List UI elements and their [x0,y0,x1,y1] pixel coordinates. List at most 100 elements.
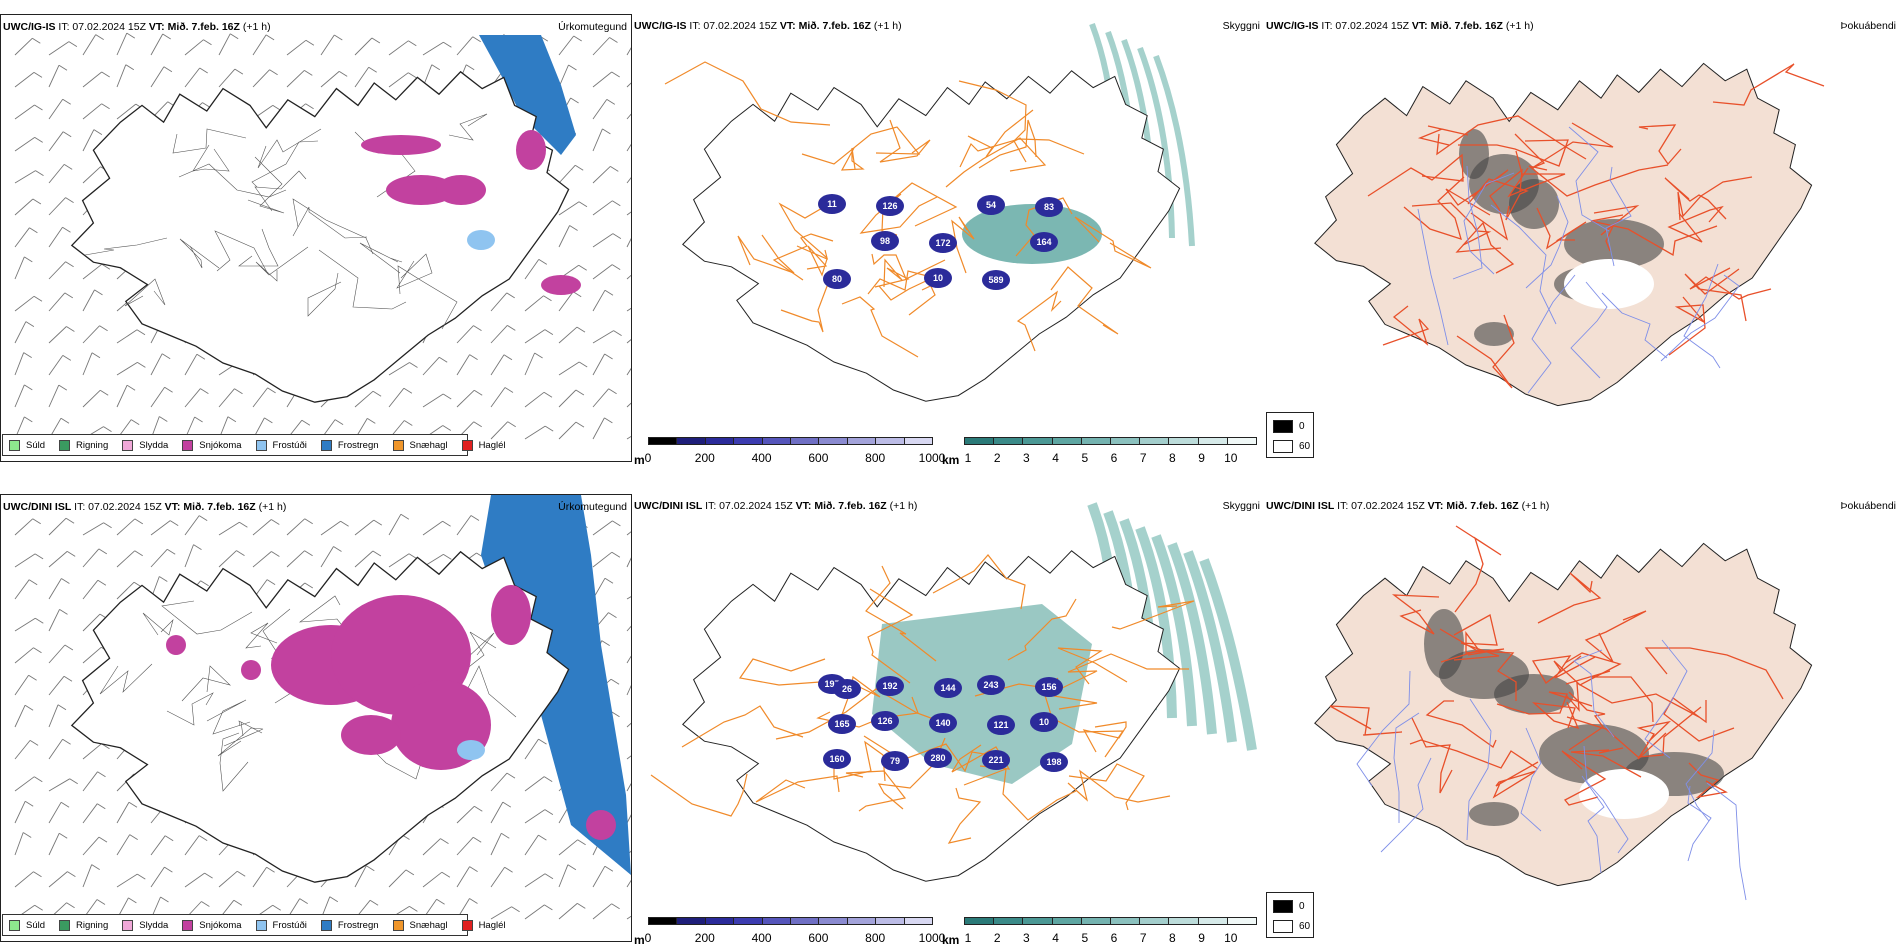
colorbar-segment [846,917,877,925]
wind-barb [150,866,173,888]
road-line [1403,176,1465,240]
wind-barb [48,778,78,792]
map-header: UWC/IG-IS IT: 07.02.2024 15Z VT: Mið. 7.… [634,20,902,32]
river-line [1525,195,1569,289]
panel-title: Úrkomutegund [558,21,627,33]
road-line [214,230,269,275]
legend-swatch [122,919,134,931]
colorbar-segment [733,917,763,925]
cloud-ceiling-area [977,195,1005,215]
colorbar-segment [964,437,995,445]
colorbar-tick-label: 9 [1198,931,1205,945]
cloud-ceiling-area [881,751,909,771]
wind-barb [48,355,72,376]
wind-barb [456,515,480,536]
wind-barb [626,211,631,216]
colorbar-segment [733,437,763,445]
cloud-ceiling-area [1035,677,1063,697]
glacier-area [1579,769,1669,819]
ceiling-value-label: 26 [842,684,852,694]
ceiling-colorbar: m 0 200 400 600 800 1000 [634,437,945,469]
river-line [1520,727,1542,832]
wind-barb [82,103,110,120]
legend-swatch [392,439,404,451]
road-line [397,265,458,330]
wind-barb [592,330,622,344]
colorbar-tick-label: 400 [751,451,772,465]
fog-blob [1539,724,1649,784]
road-line [179,238,220,269]
road-line [1565,681,1700,718]
road-line [879,119,931,163]
wind-barb [592,166,619,184]
wind-barb [184,544,202,568]
ceiling-value-label: 11 [827,199,837,209]
road-line [1664,177,1727,220]
colorbar-segment [1197,917,1228,925]
wind-barb [14,647,42,664]
colorbar-segment [1110,437,1141,445]
wind-barb [626,402,631,408]
wind-barb [524,425,554,440]
wind-barb [48,738,71,760]
road-line [1644,647,1784,700]
colorbar-tick-label: 8 [1169,931,1176,945]
wind-barb [456,866,478,888]
wind-barb [490,906,520,920]
wind-barb [48,98,71,120]
wind-barb [320,546,342,568]
wind-barb [14,553,44,568]
low-visibility-band [1167,542,1217,735]
wind-barb [82,325,108,344]
wind-barb [150,33,171,56]
wind-barb [524,834,547,856]
visibility-map-dini: 197 126 280 243 10 160 192 140 221 156 165 79 144 121… [632,494,1264,942]
legend-item: Frostúði [255,919,307,931]
wind-barb [490,832,510,856]
wind-barb [422,838,449,856]
wind-barb [48,801,70,824]
wind-barb [48,384,68,408]
wind-barb [184,835,208,856]
wind-barb [388,362,418,376]
road-line [1367,153,1464,197]
wind-barb [82,743,110,760]
colorbar-tick-label: 10 [1224,931,1238,945]
road-line [257,128,322,169]
wind-barb [320,34,343,56]
colorbar-segment [648,437,678,445]
road-line [1458,139,1569,167]
wind-barb [48,197,74,216]
fog-blob [1459,129,1489,179]
road-line [238,228,279,267]
fog-swatch-low [1273,420,1293,433]
panel-title: Skyggni [1222,500,1260,512]
panel-title: Skyggni [1222,20,1260,32]
wind-barb [524,738,547,760]
road-line [192,144,230,172]
panel-title: Úrkomutegund [558,501,627,513]
colorbar-tick-label: 4 [1052,451,1059,465]
road-line [1507,150,1566,198]
legend-item: Snjókoma [182,919,242,931]
wind-barb [626,684,631,696]
wind-barb [14,352,32,376]
fog-index-map-ig: UWC/IG-IS IT: 07.02.2024 15Z VT: Mið. 7.… [1264,14,1900,462]
wind-barb [14,800,34,824]
colorbar-tick-label: 1 [964,931,972,945]
colorbar-tick-label: 5 [1081,931,1089,945]
wind-barb [48,261,74,280]
colorbar-segment [1110,917,1141,925]
wind-barb [626,850,631,856]
colorbar-tick-label: 8 [1169,451,1176,465]
wind-barb [116,801,138,824]
fog-label-low: 0 [1299,421,1305,432]
wind-barb [14,227,38,248]
wind-barb [320,71,348,88]
road-line [840,147,865,171]
ceiling-value-label: 126 [882,201,897,211]
legend-swatch [461,919,473,931]
colorbar-segment [903,437,933,445]
road-line [978,119,1037,169]
road-line [1455,221,1515,274]
